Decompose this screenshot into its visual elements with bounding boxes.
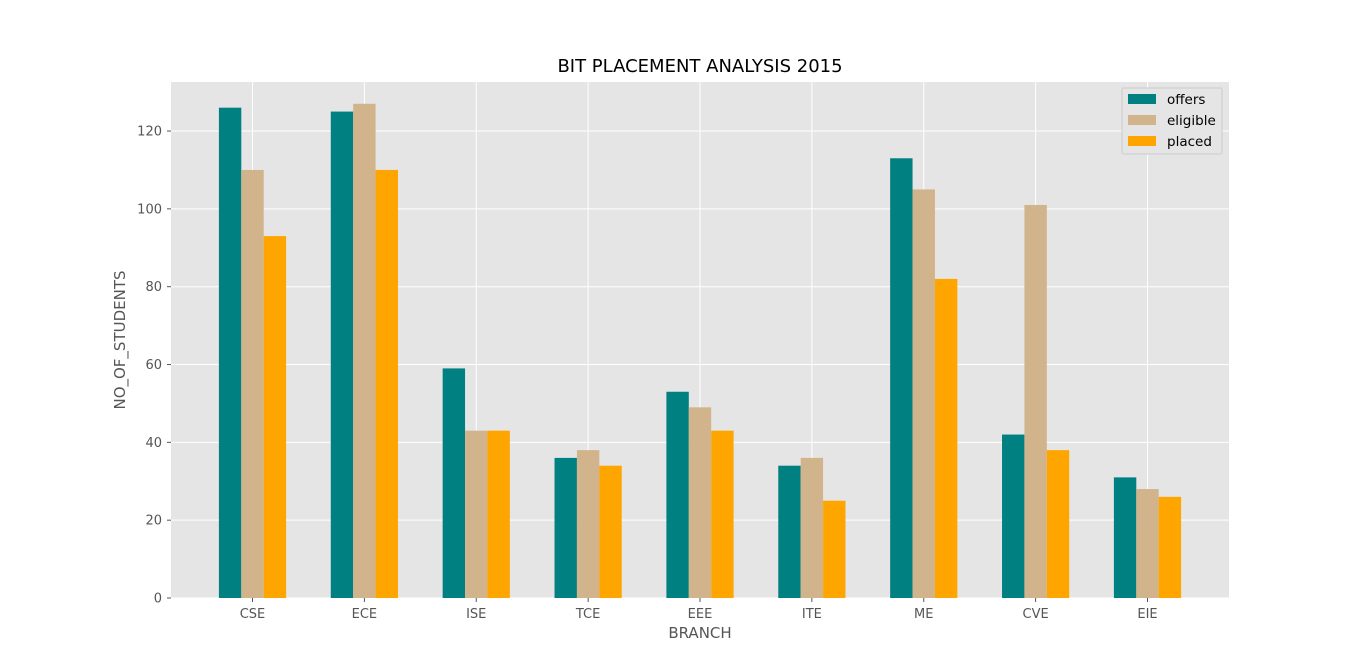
y-tick-label: 40	[145, 436, 162, 451]
legend: offers eligible placed	[1121, 87, 1223, 155]
bar-eligible-eie	[1136, 489, 1159, 598]
bar-offers-eee	[666, 391, 689, 598]
bar-offers-tce	[554, 457, 577, 598]
legend-swatch-offers	[1128, 94, 1156, 104]
y-tick-label: 60	[145, 358, 162, 373]
bar-offers-me	[890, 158, 913, 599]
bar-eligible-ise	[465, 430, 488, 598]
bar-offers-cse	[218, 107, 242, 598]
bar-placed-ite	[823, 500, 846, 598]
bar-eligible-tce	[576, 450, 600, 598]
x-tick-label: EIE	[1137, 607, 1157, 622]
x-tick-label: ITE	[802, 607, 822, 622]
bar-offers-ise	[442, 368, 466, 598]
bar-offers-ite	[778, 465, 801, 598]
x-tick-label: ME	[914, 607, 933, 622]
legend-swatch-eligible	[1128, 115, 1156, 125]
legend-label-placed: placed	[1167, 134, 1212, 150]
bar-placed-eee	[711, 430, 734, 598]
legend-label-eligible: eligible	[1167, 113, 1216, 129]
x-tick-label: TCE	[575, 607, 600, 622]
x-axis-label: BRANCH	[668, 624, 731, 642]
bar-placed-me	[934, 278, 958, 598]
x-tick-label: ECE	[352, 607, 378, 622]
bar-eligible-ece	[353, 103, 376, 598]
bar-eligible-cse	[241, 169, 264, 599]
bar-placed-cse	[263, 236, 287, 598]
legend-swatch-placed	[1128, 136, 1156, 146]
bar-eligible-eee	[688, 407, 712, 598]
y-tick-label: 80	[145, 280, 162, 295]
x-tick-label: CVE	[1023, 607, 1049, 622]
bars	[218, 103, 1182, 599]
bar-placed-cve	[1046, 450, 1070, 598]
x-axis-ticks: CSE ECE ISE TCE EEE ITE ME CVE EIE	[240, 598, 1158, 622]
bar-placed-ece	[375, 169, 398, 599]
y-tick-label: 100	[137, 202, 162, 217]
bar-offers-ece	[330, 111, 354, 599]
y-tick-label: 20	[145, 514, 162, 529]
bar-eligible-ite	[800, 457, 824, 598]
bar-placed-ise	[487, 430, 510, 598]
chart-title: BIT PLACEMENT ANALYSIS 2015	[557, 56, 842, 77]
bar-offers-eie	[1113, 477, 1137, 598]
x-tick-label: ISE	[466, 607, 486, 622]
bar-eligible-me	[912, 189, 935, 598]
y-tick-label: 120	[137, 125, 162, 140]
bar-placed-tce	[599, 465, 622, 598]
x-tick-label: CSE	[240, 607, 266, 622]
bar-eligible-cve	[1024, 204, 1047, 598]
bar-offers-cve	[1002, 434, 1025, 598]
x-tick-label: EEE	[688, 607, 713, 622]
legend-label-offers: offers	[1167, 92, 1205, 108]
y-axis-label: NO_OF_STUDENTS	[111, 270, 130, 409]
y-tick-label: 0	[154, 592, 162, 607]
bar-placed-eie	[1158, 496, 1182, 598]
y-axis-ticks: 0 20 40 60 80 100 120	[137, 125, 171, 607]
